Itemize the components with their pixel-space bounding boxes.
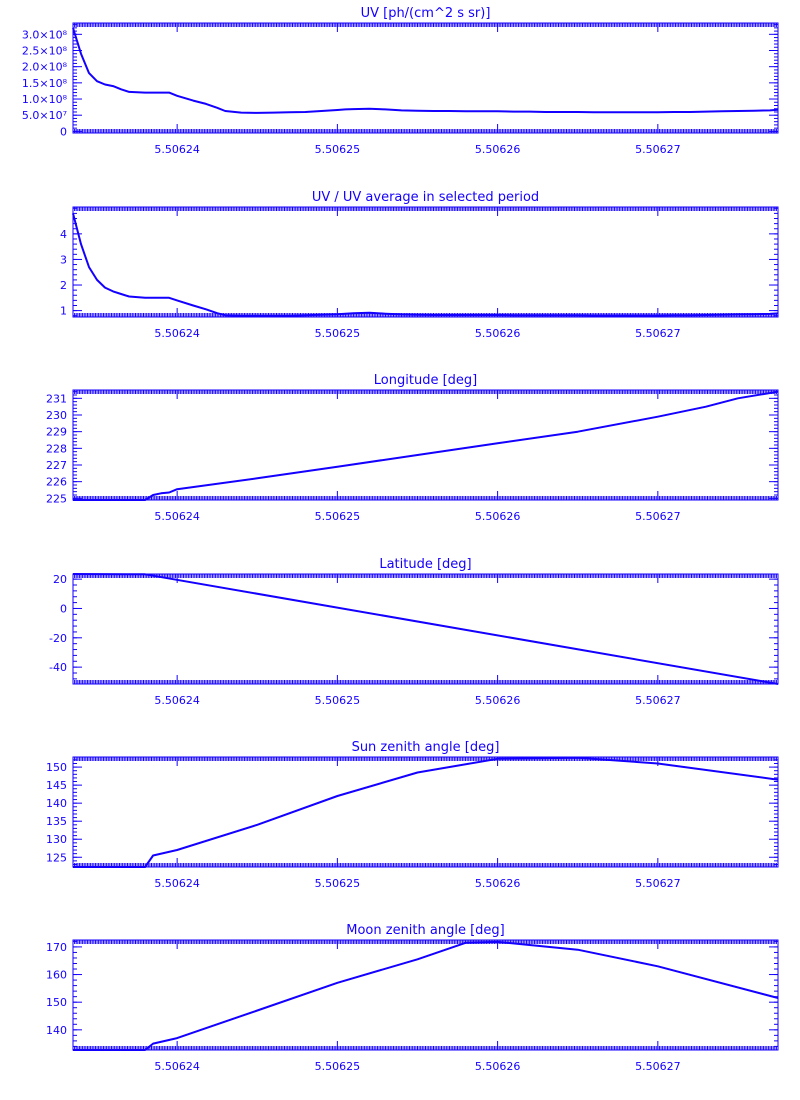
data-series-line	[72, 573, 779, 685]
x-tick-label: 5.50625	[315, 877, 361, 890]
x-tick-label: 5.50624	[154, 694, 200, 707]
y-tick-label: 140	[46, 797, 67, 810]
chart-panel-6: Moon zenith angle [deg]5.50624 5.50625 5.5…	[46, 923, 779, 1073]
chart-panel-5: Sun zenith angle [deg] 5.50624 5.50625 5.50…	[46, 740, 779, 890]
x-tick-label: 5.50626	[475, 694, 521, 707]
y-tick-label: 135	[46, 815, 67, 828]
y-tick-label: 2.0×10⁸	[22, 61, 68, 74]
chart-title: Latitude [deg]	[379, 557, 471, 572]
x-tick-label: 5.50627	[635, 877, 681, 890]
x-tick-label: 5.50627	[635, 327, 681, 340]
chart-title: UV [ph/(cm^2 s sr)]	[361, 6, 491, 21]
x-tick-label: 5.50626	[475, 327, 521, 340]
y-tick-label: 231	[46, 392, 67, 405]
x-tick-label: 5.50627	[635, 510, 681, 523]
y-tick-label: 2.5×10⁸	[22, 45, 68, 58]
y-tick-label: 125	[46, 851, 67, 864]
data-series-line	[72, 213, 779, 317]
chart-title: Sun zenith angle [deg]	[352, 740, 500, 755]
y-tick-label: -20	[49, 632, 67, 645]
plot-frame	[72, 389, 779, 501]
y-tick-label: 145	[46, 779, 67, 792]
y-tick-label: 1.0×10⁸	[22, 93, 68, 106]
y-tick-label: 230	[46, 409, 67, 422]
y-tick-label: 0	[60, 125, 67, 138]
chart-title: UV / UV average in selected period	[312, 190, 539, 205]
x-tick-label: 5.50626	[475, 510, 521, 523]
y-tick-label: 130	[46, 833, 67, 846]
y-tick-label: 2	[60, 279, 67, 292]
y-tick-label: 3	[60, 253, 67, 266]
y-tick-label: 3.0×10⁸	[22, 28, 68, 41]
x-tick-label: 5.50624	[154, 327, 200, 340]
data-series-line	[73, 390, 779, 501]
x-tick-label: 5.50625	[315, 143, 361, 156]
plot-frame	[72, 573, 779, 685]
x-tick-label: 5.50627	[635, 143, 681, 156]
y-tick-label: 225	[46, 492, 67, 505]
y-tick-label: 228	[46, 442, 67, 455]
x-tick-label: 5.50625	[315, 327, 361, 340]
y-tick-label: -40	[49, 661, 67, 674]
x-tick-label: 5.50625	[315, 510, 361, 523]
x-tick-label: 5.50625	[315, 694, 361, 707]
y-tick-label: 1	[60, 305, 67, 318]
x-tick-label: 5.50624	[154, 877, 200, 890]
chart-title: Longitude [deg]	[374, 373, 477, 388]
y-tick-label: 0	[60, 602, 67, 615]
y-tick-label: 1.5×10⁸	[22, 77, 68, 90]
y-tick-label: 229	[46, 426, 67, 439]
y-tick-label: 20	[53, 573, 67, 586]
data-series-line	[73, 756, 779, 868]
x-tick-label: 5.50624	[154, 510, 200, 523]
y-tick-label: 150	[46, 761, 67, 774]
data-series-line	[72, 27, 779, 114]
plot-frame	[72, 22, 779, 134]
chart-title: Moon zenith angle [deg]	[346, 923, 504, 938]
x-tick-label: 5.50624	[154, 143, 200, 156]
y-tick-label: 5.0×10⁷	[22, 109, 67, 122]
y-tick-label: 227	[46, 459, 67, 472]
x-tick-label: 5.50626	[475, 877, 521, 890]
y-tick-label: 4	[60, 228, 67, 241]
chart-panel-3: Longitude [deg] 5.50624 5.50625 5.50626 5.50…	[46, 373, 779, 523]
chart-panel-1: UV [ph/(cm^2 s sr)] 5.50624 5.50625 5.50626…	[22, 6, 779, 156]
chart-panel-4: Latitude [deg] 5.50624 5.50625 5.50626 5.506…	[49, 557, 779, 707]
x-tick-label: 5.50627	[635, 694, 681, 707]
chart-panel-2: UV / UV average in selected period 5.5062…	[60, 190, 779, 340]
x-tick-label: 5.50626	[475, 143, 521, 156]
y-tick-label: 226	[46, 476, 67, 489]
